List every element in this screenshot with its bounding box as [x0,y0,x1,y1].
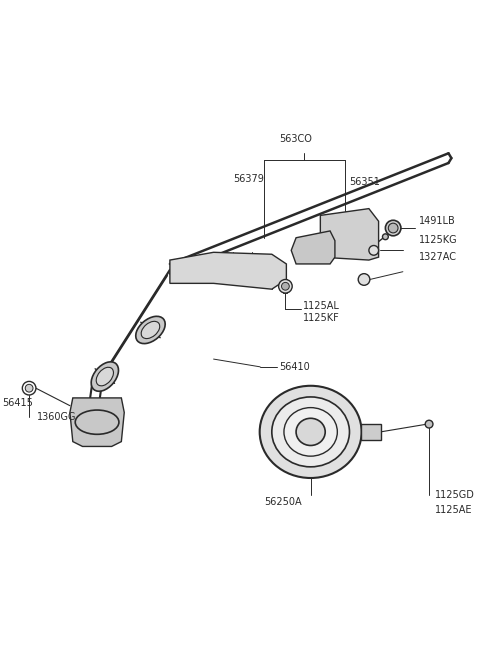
Circle shape [25,384,33,392]
Circle shape [358,274,370,285]
Polygon shape [70,398,124,447]
Ellipse shape [91,362,119,392]
Polygon shape [320,209,379,260]
Text: 1360GG: 1360GG [37,413,76,422]
Text: 1125GD: 1125GD [435,490,475,500]
Text: 56351: 56351 [349,177,380,187]
Ellipse shape [96,367,113,386]
Ellipse shape [272,397,349,467]
Circle shape [369,246,379,255]
Text: 56415: 56415 [2,397,33,408]
Text: 1125KG: 1125KG [420,235,458,244]
Text: 56379: 56379 [233,175,264,185]
Text: 1125AL: 1125AL [303,301,340,311]
Text: 1125AE: 1125AE [435,505,472,514]
Ellipse shape [136,316,165,344]
Text: 1327AC: 1327AC [420,252,457,262]
Circle shape [282,283,289,290]
Circle shape [23,382,36,395]
Text: 56250A: 56250A [264,497,302,507]
Circle shape [383,234,388,240]
Ellipse shape [141,321,160,338]
Ellipse shape [260,386,361,478]
Circle shape [388,223,398,233]
Circle shape [278,279,292,293]
Text: 1125KF: 1125KF [303,313,340,323]
Ellipse shape [284,407,337,456]
Bar [361,424,381,440]
Circle shape [385,220,401,236]
Text: 1491LB: 1491LB [420,216,456,226]
Polygon shape [170,252,287,289]
Text: 563CO: 563CO [280,133,312,144]
Ellipse shape [296,419,325,445]
Polygon shape [291,231,335,264]
Text: 56410: 56410 [279,362,311,372]
Circle shape [425,420,433,428]
